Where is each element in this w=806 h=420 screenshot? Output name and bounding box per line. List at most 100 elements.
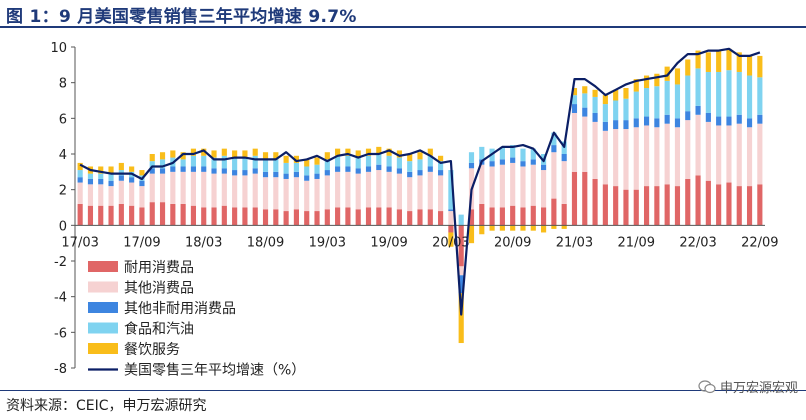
- bar-segment: [438, 170, 444, 176]
- bar-segment: [159, 202, 166, 226]
- bar-segment: [489, 166, 495, 208]
- bar-segment: [304, 211, 310, 226]
- bar-segment: [273, 152, 279, 160]
- bar-segment: [448, 211, 454, 226]
- bar-segment: [685, 75, 691, 112]
- bar-segment: [716, 71, 722, 117]
- x-tick-label: 22/03: [679, 235, 716, 250]
- bar-segment: [211, 157, 217, 169]
- bar-segment: [705, 52, 711, 72]
- bar-segment: [396, 168, 402, 174]
- bar-segment: [757, 77, 763, 115]
- bar-segment: [695, 105, 701, 115]
- bar-segment: [623, 120, 629, 130]
- y-tick-label: 2: [59, 184, 67, 199]
- bar-segment: [159, 173, 166, 203]
- bar-segment: [468, 209, 475, 226]
- bar-segment: [571, 104, 578, 113]
- bar-segment: [499, 225, 505, 231]
- bar-segment: [417, 159, 423, 171]
- retail-sales-chart: -8 -6 -4 -2 0 2 4 6 8 10 17/03 17/09 18/03 18/09 19/03…: [50, 41, 778, 379]
- bar-segment: [561, 203, 567, 226]
- bar-segment: [407, 161, 413, 172]
- bar-segment: [705, 121, 711, 181]
- bar-segment: [551, 145, 557, 153]
- bar-segment: [283, 178, 289, 212]
- bar-segment: [149, 154, 155, 162]
- bar-segment: [674, 127, 681, 187]
- bar-segment: [613, 120, 619, 130]
- bar-segment: [139, 207, 145, 226]
- bar-segment: [129, 177, 135, 183]
- legend-swatch: [88, 281, 118, 293]
- bar-segment: [561, 161, 567, 204]
- bar-segment: [602, 130, 608, 185]
- bar-segment: [221, 168, 227, 174]
- bar-segment: [479, 203, 485, 226]
- bar-segment: [386, 148, 392, 156]
- legend-swatch: [88, 302, 118, 313]
- bar-segment: [499, 164, 505, 208]
- y-tick-label: 4: [59, 148, 67, 163]
- bar-segment: [458, 225, 464, 267]
- x-tick-label: 20/09: [494, 235, 531, 250]
- bar-segment: [551, 198, 557, 226]
- y-tick-label: 8: [59, 77, 67, 92]
- bar-segment: [355, 173, 361, 210]
- bar-segment: [98, 205, 104, 226]
- bar-segment: [530, 148, 536, 160]
- bar-segment: [324, 170, 330, 176]
- bar-segment: [489, 207, 495, 226]
- bar-segment: [304, 180, 310, 212]
- bar-segment: [252, 207, 258, 226]
- bar-segment: [468, 225, 475, 244]
- bar-segment: [335, 148, 341, 156]
- bar-segment: [273, 209, 279, 226]
- legend-label: 食品和汽油: [124, 321, 194, 338]
- bar-segment: [149, 173, 155, 203]
- bar-segment: [314, 164, 320, 174]
- bar-segment: [654, 86, 660, 119]
- bar-segment: [726, 116, 732, 126]
- bar-segment: [582, 93, 588, 108]
- bar-segment: [407, 171, 413, 178]
- bar-segment: [571, 171, 578, 226]
- bar-segment: [479, 164, 485, 204]
- bar-segment: [602, 184, 608, 226]
- bar-segment: [190, 155, 197, 167]
- bar-segment: [396, 173, 402, 210]
- bar-segment: [118, 175, 124, 181]
- bar-segment: [633, 118, 639, 128]
- bar-segment: [633, 189, 639, 226]
- bar-segment: [283, 211, 289, 226]
- bar-segment: [705, 112, 711, 122]
- watermark: 申万宏源宏观: [698, 377, 798, 396]
- bar-segment: [736, 52, 742, 72]
- bar-segment: [386, 171, 392, 208]
- bar-segment: [283, 162, 289, 174]
- bar-segment: [438, 175, 444, 212]
- bar-segment: [149, 161, 155, 169]
- bar-segment: [530, 225, 536, 231]
- bar-segment: [499, 207, 505, 226]
- bar-segment: [757, 123, 763, 185]
- bar-segment: [716, 125, 722, 185]
- y-tick-label: -2: [54, 255, 67, 270]
- bar-segment: [510, 205, 516, 226]
- bar-segment: [695, 175, 701, 226]
- bar-segment: [757, 184, 763, 226]
- series-line: [79, 47, 761, 316]
- bar-segment: [726, 48, 732, 71]
- legend-label: 其他非耐用消费品: [124, 301, 236, 317]
- bar-segment: [159, 168, 166, 174]
- bar-segment: [77, 177, 83, 183]
- bar-segment: [98, 173, 104, 179]
- bar-segment: [582, 171, 588, 226]
- bar-segment: [613, 89, 619, 101]
- bar-segment: [314, 211, 320, 226]
- bar-segment: [654, 118, 660, 128]
- bar-segment: [77, 162, 83, 171]
- bar-segment: [324, 159, 330, 171]
- bar-segment: [139, 170, 145, 176]
- bar-segment: [273, 177, 279, 210]
